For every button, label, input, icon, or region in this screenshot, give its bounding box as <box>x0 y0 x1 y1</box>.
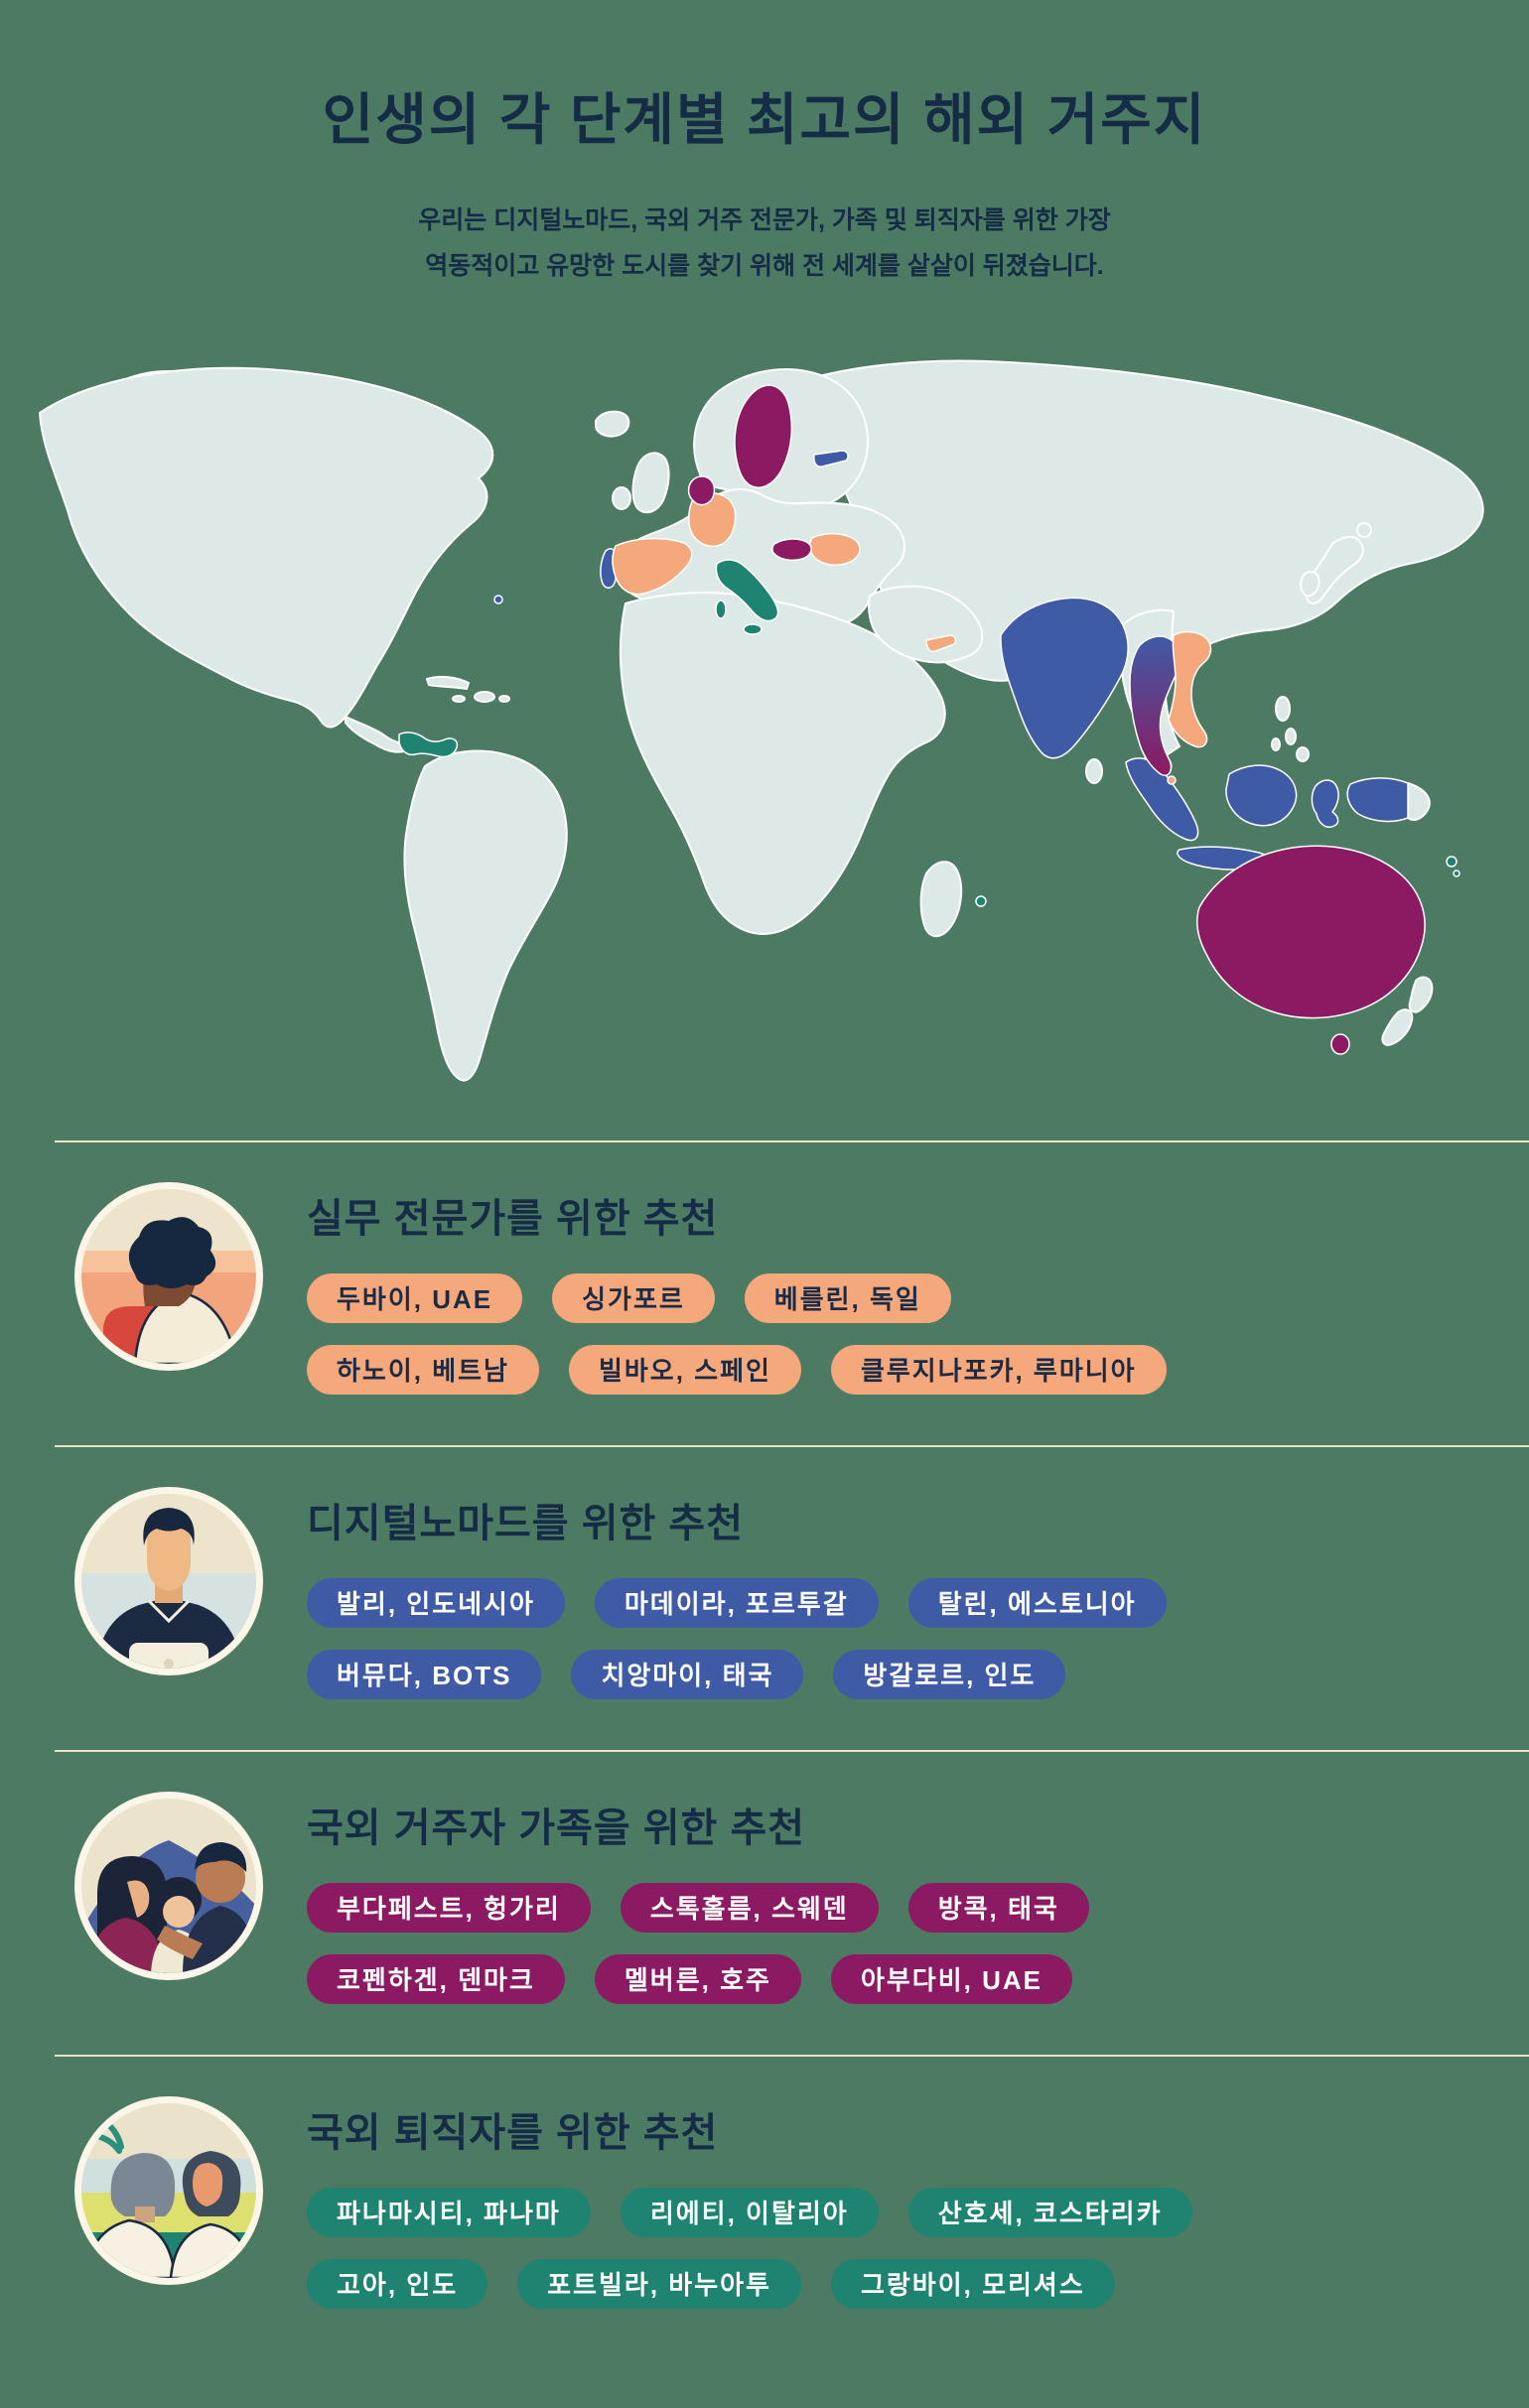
city-pill: 방콕, 태국 <box>907 1882 1089 1933</box>
map-country-borneo <box>1225 763 1298 826</box>
map-country-italy <box>715 558 779 621</box>
section-title-professionals: 실무 전문가를 위한 추천 <box>307 1196 719 1241</box>
map-country-bermuda <box>493 594 503 604</box>
map-country-uae <box>925 633 957 652</box>
city-pill: 베를린, 독일 <box>744 1272 951 1323</box>
section-nomads: 디지털노마드를 위한 추천 발리, 인도네시아 마데이라, 포르투갈 탈린, 에스토… <box>0 1447 1529 1737</box>
map-country-mauritius <box>975 894 987 907</box>
city-pill-row: 파나마시티, 파나마 리에티, 이탈리아 산호세, 코스타리카 <box>307 2187 1192 2237</box>
city-pill-row: 고아, 인도 포트빌라, 바누아투 그랑바이, 모리셔스 <box>307 2258 1192 2309</box>
city-pill: 파나마시티, 파나마 <box>307 2187 591 2237</box>
map-country-sweden <box>734 383 793 488</box>
city-pill: 마데이라, 포르투갈 <box>594 1577 879 1628</box>
map-country-romania <box>808 532 861 566</box>
map-country-spain <box>612 537 693 595</box>
city-pill: 아부다비, UAE <box>830 1953 1072 2004</box>
city-pill: 스톡홀름, 스웨덴 <box>620 1882 879 1933</box>
city-pill: 고아, 인도 <box>307 2258 488 2309</box>
map-country-sulawesi <box>1311 778 1339 828</box>
section-divider <box>55 2054 1529 2057</box>
digital-nomad-laptop-illustration <box>81 1493 256 1669</box>
retirees-avatar <box>74 2095 263 2285</box>
city-pill: 버뮤다, BOTS <box>307 1649 542 1699</box>
city-pill: 그랑바이, 모리셔스 <box>830 2258 1115 2309</box>
city-pill-row: 코펜하겐, 덴마크 멜버른, 호주 아부다비, UAE <box>307 1953 1089 2004</box>
map-country-hungary <box>771 537 812 561</box>
city-pill: 클루지나포카, 루마니아 <box>830 1344 1167 1395</box>
city-pill-row: 하노이, 베트남 빌바오, 스페인 클루지나포카, 루마니아 <box>307 1344 1167 1395</box>
page-title: 인생의 각 단계별 최고의 해외 거주지 <box>322 88 1207 151</box>
map-country-vanuatu <box>1446 855 1458 868</box>
city-pill: 멜버른, 호주 <box>594 1953 801 2004</box>
map-country-newguinea-west <box>1346 776 1409 822</box>
map-country-sardinia <box>715 599 727 619</box>
map-country-vietnam <box>1168 630 1212 747</box>
nomad-avatar <box>74 1486 263 1675</box>
section-families: 국외 거주자 가족을 위한 추천 부다페스트, 헝가리 스톡홀름, 스웨덴 방콕, … <box>0 1752 1529 2042</box>
map-country-sicily <box>743 622 763 635</box>
section-title-families: 국외 거주자 가족을 위한 추천 <box>307 1806 806 1850</box>
city-pill: 발리, 인도네시아 <box>307 1577 565 1628</box>
city-pill-row: 부다페스트, 헝가리 스톡홀름, 스웨덴 방콕, 태국 <box>307 1882 1089 1933</box>
city-pill-row: 버뮤다, BOTS 치앙마이, 태국 방갈로르, 인도 <box>307 1649 1167 1699</box>
city-pill: 두바이, UAE <box>307 1272 523 1323</box>
professional-portrait-illustration <box>81 1188 256 1364</box>
map-country-estonia <box>813 449 849 468</box>
map-country-australia <box>1196 845 1426 1018</box>
city-pill: 빌바오, 스페인 <box>568 1344 801 1395</box>
city-pill-row: 두바이, UAE 싱가포르 베를린, 독일 <box>307 1272 1167 1323</box>
map-country-panama-costarica <box>398 731 459 757</box>
map-country-portugal <box>600 547 617 589</box>
map-country-denmark <box>687 474 716 505</box>
section-retirees: 국외 퇴직자를 위한 추천 파나마시티, 파나마 리에티, 이탈리아 산호세, 코스… <box>0 2057 1529 2346</box>
retired-couple-illustration <box>81 2102 256 2278</box>
page-subtitle: 우리는 디지털노마드, 국외 거주 전문가, 가족 및 퇴직자를 위한 가장 역… <box>418 206 1111 281</box>
city-pill: 하노이, 베트남 <box>307 1344 539 1395</box>
continents <box>39 359 1484 1081</box>
expat-family-illustration <box>81 1798 256 1973</box>
city-pill: 코펜하겐, 덴마크 <box>307 1953 565 2004</box>
city-pill: 포트빌라, 바누아투 <box>517 2258 801 2309</box>
section-divider <box>55 1444 1529 1447</box>
city-pill: 부다페스트, 헝가리 <box>307 1882 591 1933</box>
city-pill: 리에티, 이탈리아 <box>620 2187 879 2237</box>
world-map-svg <box>39 359 1484 1081</box>
section-title-nomads: 디지털노마드를 위한 추천 <box>307 1501 745 1545</box>
city-pill: 산호세, 코스타리카 <box>907 2187 1192 2237</box>
city-pill: 싱가포르 <box>552 1272 715 1323</box>
map-country-germany <box>688 491 737 547</box>
section-divider <box>55 1139 1529 1142</box>
professional-avatar <box>74 1181 263 1371</box>
map-country-vanuatu-2 <box>1453 869 1460 877</box>
city-pill: 탈린, 에스토니아 <box>907 1577 1167 1628</box>
city-pill-row: 발리, 인도네시아 마데이라, 포르투갈 탈린, 에스토니아 <box>307 1577 1167 1628</box>
section-divider <box>55 1749 1529 1752</box>
map-country-india <box>1000 597 1129 758</box>
city-pill: 치앙마이, 태국 <box>571 1649 804 1699</box>
map-country-singapore <box>1167 774 1177 785</box>
world-map <box>30 349 1499 1128</box>
map-country-tasmania <box>1330 1032 1350 1055</box>
city-pill: 방갈로르, 인도 <box>833 1649 1066 1699</box>
section-title-retirees: 국외 퇴직자를 위한 추천 <box>307 2110 719 2155</box>
family-avatar <box>74 1791 263 1980</box>
